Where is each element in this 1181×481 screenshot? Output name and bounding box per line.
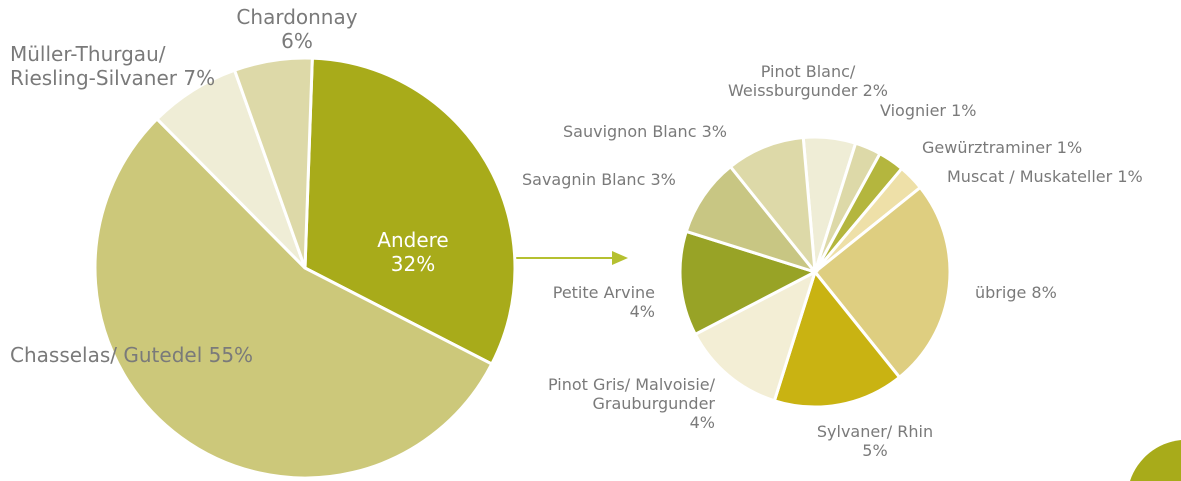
pie-slice — [684, 164, 820, 275]
slice-label: Chasselas/ Gutedel 55% — [10, 343, 253, 367]
category-name: Petite Arvine — [552, 283, 655, 302]
value-label: 7% — [183, 66, 216, 90]
slice-label: Andere 32% — [377, 228, 448, 276]
value-label: 55% — [208, 343, 254, 367]
category-name: Müller-Thurgau/ Riesling-Silvaner — [10, 42, 177, 90]
value-label: 32% — [390, 252, 436, 276]
category-name: übrige — [975, 283, 1027, 302]
value-label: 8% — [1031, 283, 1057, 302]
slice-label: übrige 8% — [975, 283, 1057, 302]
slice-label: Chardonnay 6% — [236, 5, 357, 53]
slice-label: Müller-Thurgau/ Riesling-Silvaner 7% — [10, 42, 215, 90]
value-label: 3% — [701, 122, 727, 141]
value-label: 4% — [689, 413, 715, 433]
slice-label: Pinot Gris/ Malvoisie/ Grauburgunder 4% — [548, 375, 715, 433]
value-label: 4% — [629, 302, 655, 322]
value-label: 2% — [862, 81, 888, 101]
pie-slice — [812, 185, 952, 380]
value-label: 5% — [862, 441, 888, 461]
pie-slice — [303, 56, 517, 367]
pie-slice — [232, 56, 314, 269]
value-label: 3% — [650, 170, 676, 189]
category-name: Muscat / Muskateller — [947, 167, 1113, 186]
pie-slice — [693, 268, 818, 403]
arrow-head — [612, 251, 628, 265]
category-name: Sauvignon Blanc — [563, 122, 697, 141]
pie-slice — [93, 116, 494, 480]
value-label: 1% — [1056, 138, 1083, 157]
slice-label: Sylvaner/ Rhin 5% — [817, 422, 933, 460]
slice-label: Petite Arvine 4% — [553, 283, 655, 321]
category-name: Viognier — [880, 101, 946, 120]
pie-slice — [728, 135, 817, 277]
slice-label: Muscat / Muskateller 1% — [947, 167, 1143, 186]
slice-label: Sauvignon Blanc 3% — [563, 122, 727, 141]
logo — [1130, 440, 1181, 481]
category-name: Chardonnay — [236, 5, 358, 29]
value-label: 1% — [951, 101, 977, 120]
value-label: 6% — [281, 29, 313, 53]
category-name: Pinot Blanc/ Weissburgunder — [728, 62, 858, 101]
slice-label: Pinot Blanc/ Weissburgunder 2% — [728, 62, 888, 100]
category-name: Pinot Gris/ Malvoisie/ Grauburgunder — [547, 375, 715, 414]
slice-label: Savagnin Blanc 3% — [522, 170, 676, 189]
category-name: Andere — [377, 228, 449, 252]
category-name: Sylvaner/ Rhin — [816, 422, 934, 441]
pie-slice — [678, 229, 819, 337]
slice-label: Gewürztraminer 1% — [922, 138, 1082, 157]
value-label: 1% — [1117, 167, 1143, 186]
category-name: Gewürztraminer — [922, 138, 1052, 157]
category-name: Savagnin Blanc — [522, 170, 646, 189]
category-name: Chasselas/ Gutedel — [10, 343, 203, 367]
slice-label: Viognier 1% — [880, 101, 976, 120]
